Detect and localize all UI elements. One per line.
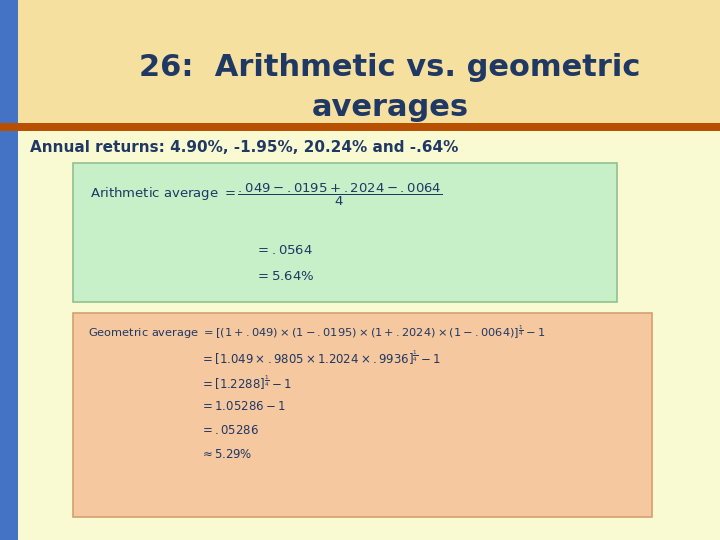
Text: $=.0564$: $=.0564$ — [255, 244, 313, 256]
Text: $=5.64\%$: $=5.64\%$ — [255, 271, 315, 284]
Text: $=.05286$: $=.05286$ — [200, 424, 259, 437]
Bar — [0, 123, 720, 131]
Text: 26:  Arithmetic vs. geometric: 26: Arithmetic vs. geometric — [139, 53, 641, 83]
Text: $=1.05286-1$: $=1.05286-1$ — [200, 401, 286, 414]
Bar — [0, 0, 18, 540]
FancyBboxPatch shape — [73, 313, 652, 517]
Text: Annual returns: 4.90%, -1.95%, 20.24% and -.64%: Annual returns: 4.90%, -1.95%, 20.24% an… — [30, 139, 459, 154]
Text: $=[1.049\times.9805\times1.2024\times.9936]^{\frac{1}{4}}-1$: $=[1.049\times.9805\times1.2024\times.99… — [200, 349, 441, 367]
FancyBboxPatch shape — [73, 163, 617, 302]
Text: averages: averages — [312, 93, 469, 123]
Text: Geometric average $=[(1+.049)\times(1-.0195)\times(1+.2024)\times(1-.0064)]^{\fr: Geometric average $=[(1+.049)\times(1-.0… — [88, 323, 545, 341]
Text: Arithmetic average $=\dfrac{.049-.0195+.2024-.0064}{4}$: Arithmetic average $=\dfrac{.049-.0195+.… — [90, 182, 442, 208]
Bar — [0, 0, 720, 125]
Text: $\approx5.29\%$: $\approx5.29\%$ — [200, 449, 252, 462]
Text: $=[1.2288]^{\frac{1}{4}}-1$: $=[1.2288]^{\frac{1}{4}}-1$ — [200, 374, 292, 392]
